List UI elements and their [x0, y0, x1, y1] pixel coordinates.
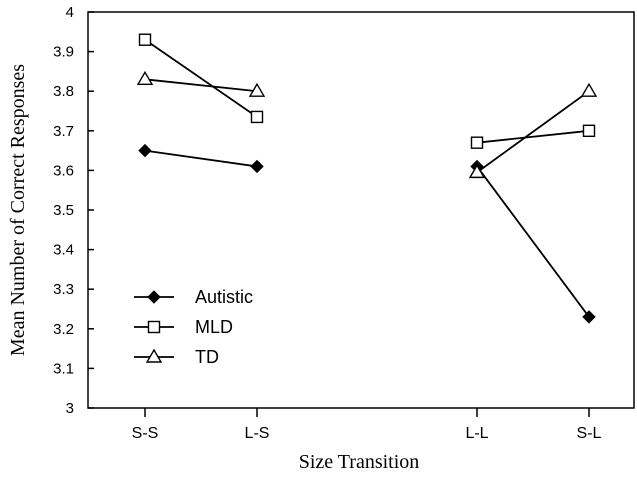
autistic-point: [250, 159, 264, 174]
legend-label: TD: [195, 347, 219, 367]
series-mld: [138, 33, 596, 149]
y-tick-label: 3: [66, 400, 74, 417]
mld-line-segment: [476, 129, 590, 144]
y-tick-label: 3.6: [53, 162, 74, 179]
series-autistic: [138, 143, 596, 324]
series-td: [136, 70, 598, 179]
legend-marker: [145, 348, 163, 363]
y-ticks: 3 3.1 3.2 3.3 3.4 3.5 3.6 3.7 3.8 3.9 4: [53, 4, 94, 417]
y-tick-label: 3.5: [53, 202, 74, 219]
legend: Autistic MLD TD: [134, 287, 253, 367]
y-tick-label: 3.1: [53, 360, 74, 377]
legend-marker: [147, 320, 161, 334]
mld-point: [470, 136, 484, 149]
plot-frame: [87, 11, 635, 409]
legend-item-td: TD: [134, 347, 219, 367]
autistic-point: [582, 310, 596, 324]
y-tick-label: 3.9: [53, 44, 74, 61]
legend-label: Autistic: [195, 287, 253, 307]
legend-label: MLD: [195, 317, 233, 337]
x-tick-label: S-S: [132, 425, 159, 442]
td-point: [248, 82, 266, 97]
autistic-line-segment: [476, 165, 590, 318]
axes: [87, 11, 635, 409]
x-tick-label: S-L: [577, 425, 602, 442]
y-tick-label: 4: [66, 4, 74, 21]
td-line-segment: [476, 90, 590, 174]
td-point: [468, 163, 486, 179]
y-axis-title: Mean Number of Correct Responses: [7, 64, 29, 356]
series-group: [136, 33, 598, 324]
td-point: [136, 70, 154, 86]
x-tick-label: L-S: [245, 425, 270, 442]
legend-item-autistic: Autistic: [134, 287, 253, 307]
autistic-line-segment: [144, 149, 258, 168]
x-ticks: S-S L-S L-L S-L: [132, 408, 602, 442]
td-point: [580, 82, 598, 97]
mld-line-segment: [144, 38, 258, 118]
mld-point: [582, 124, 596, 138]
legend-marker: [147, 290, 161, 304]
legend-item-mld: MLD: [134, 317, 233, 337]
y-tick-label: 3.2: [53, 321, 74, 338]
x-tick-label: L-L: [465, 425, 488, 442]
y-tick-label: 3.4: [53, 242, 74, 259]
y-tick-label: 3.7: [53, 123, 74, 140]
mld-point: [138, 33, 152, 46]
autistic-point: [138, 143, 152, 158]
x-axis-title: Size Transition: [299, 451, 420, 473]
mld-point: [250, 110, 264, 124]
y-tick-label: 3.3: [53, 281, 74, 298]
td-line-segment: [144, 78, 258, 93]
y-tick-label: 3.8: [53, 83, 74, 100]
